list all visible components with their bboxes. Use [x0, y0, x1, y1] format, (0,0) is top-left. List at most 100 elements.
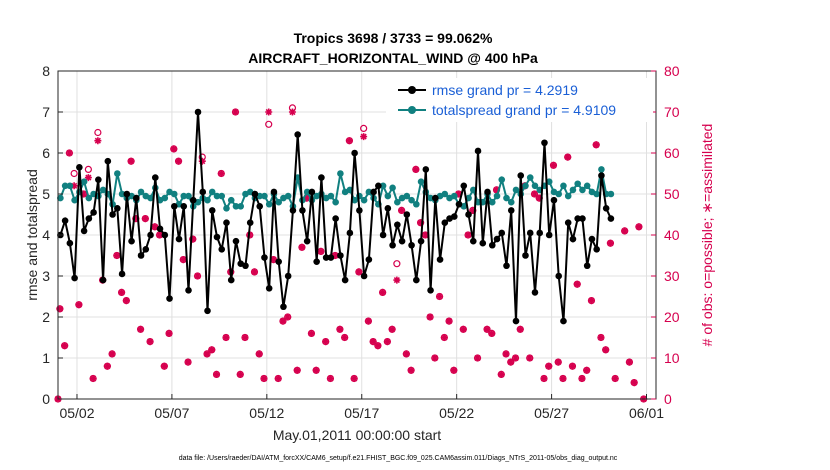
rmse-point [156, 225, 164, 233]
error-series [57, 108, 615, 325]
obs-assimilated-point [326, 375, 334, 382]
totalspread-point [85, 194, 93, 202]
totalspread-point [303, 188, 311, 196]
obs-assimilated-point [61, 342, 69, 350]
totalspread-point [161, 194, 169, 202]
totalspread-point [218, 192, 226, 200]
obs-assimilated-point [56, 305, 64, 313]
rmse-point [474, 147, 482, 155]
rmse-point [517, 172, 525, 179]
totalspread-point [531, 182, 539, 190]
obs-assimilated-point [284, 313, 292, 321]
obs-assimilated-point [288, 108, 296, 116]
rmse-point [194, 108, 202, 116]
obs-assimilated-point [89, 375, 97, 382]
obs-assimilated-point [298, 243, 306, 251]
obs-assimilated-point [407, 366, 415, 374]
y-right-tick-label: 50 [664, 186, 680, 202]
x-tick-label: 05/27 [534, 405, 569, 421]
rmse-point [118, 270, 126, 278]
totalspread-point [365, 188, 373, 196]
obs-assimilated-point [232, 108, 240, 116]
totalspread-point [118, 190, 126, 198]
rmse-point [246, 219, 254, 226]
rmse-point [85, 215, 93, 222]
rmse-point [299, 207, 306, 214]
rmse-point [526, 229, 534, 237]
totalspread-point [488, 198, 496, 206]
totalspread-point [232, 203, 240, 210]
obs-assimilated-point [549, 161, 557, 169]
chart-title-line1: Tropics 3698 / 3733 = 99.062% [294, 30, 493, 46]
totalspread-point [441, 190, 449, 198]
obs-assimilated-point [597, 334, 605, 341]
obs-assimilated-point [531, 190, 539, 198]
obs-assimilated-point [118, 288, 126, 296]
rmse-point [455, 200, 463, 208]
rmse-point [479, 239, 487, 247]
totalspread-point [450, 192, 458, 200]
rmse-point [99, 276, 107, 284]
rmse-point [427, 287, 434, 294]
rmse-point [522, 252, 529, 259]
rmse-point [598, 172, 605, 179]
rmse-point [498, 229, 506, 237]
totalspread-point [555, 190, 563, 198]
y-left-tick-label: 1 [42, 350, 50, 366]
totalspread-point [413, 200, 420, 208]
obs-assimilated-point [445, 317, 453, 325]
x-axis-label: May.01,2011 00:00:00 start [273, 427, 441, 443]
rmse-point [104, 157, 112, 165]
legend-spread-label: totalspread grand pr = 4.9109 [432, 102, 616, 118]
rmse-point [422, 166, 430, 173]
totalspread-point [114, 170, 121, 177]
x-tick-label: 05/07 [154, 405, 189, 421]
obs-assimilated-point [512, 354, 520, 362]
x-tick-label: 05/17 [344, 405, 379, 421]
y-left-tick-label: 2 [42, 309, 50, 325]
obs-assimilated-point [198, 157, 206, 165]
totalspread-point [57, 194, 64, 202]
rmse-point [223, 219, 230, 226]
y-axis-right-label: # of obs: o=possible; ∗=assimilated [699, 124, 715, 347]
rmse-point [204, 307, 211, 315]
rmse-point [218, 246, 226, 253]
y-right-tick-label: 60 [664, 145, 680, 161]
obs-assimilated-point [388, 325, 396, 333]
obs-assimilated-point [345, 137, 353, 145]
obs-assimilated-point [80, 190, 88, 198]
data-file-footer: data file: /Users/raeder/DAI/ATM_forcXX/… [179, 455, 618, 462]
totalspread-point [408, 196, 415, 204]
totalspread-point [237, 203, 245, 210]
totalspread-point [227, 196, 235, 204]
obs-assimilated-point [417, 219, 425, 227]
totalspread-point [360, 196, 368, 204]
obs-assimilated-point [137, 325, 145, 333]
obs-assimilated-point [402, 350, 410, 358]
chart-title-line2: AIRCRAFT_HORIZONTAL_WIND @ 400 hPa [248, 50, 538, 66]
obs-assimilated-point [493, 186, 501, 194]
totalspread-point [185, 192, 192, 200]
totalspread-point [394, 198, 401, 206]
rmse-point [123, 190, 131, 198]
rmse-point [512, 317, 520, 325]
rmse-point [493, 235, 501, 243]
y-left-tick-label: 4 [42, 227, 50, 243]
totalspread-point [170, 190, 178, 198]
rmse-point [356, 207, 363, 214]
y-left-tick-label: 7 [42, 104, 50, 120]
y-right-tick-label: 40 [664, 227, 680, 243]
rmse-point [213, 233, 221, 241]
obs-assimilated-point [383, 338, 391, 346]
obs-assimilated-point [540, 375, 548, 382]
totalspread-point [261, 192, 268, 200]
rmse-point [256, 203, 264, 210]
totalspread-point [223, 205, 230, 212]
obs-assimilated-point [611, 375, 619, 382]
rmse-point [507, 207, 515, 214]
x-tick-label: 06/01 [629, 405, 664, 421]
rmse-point [318, 174, 325, 181]
rmse-point [66, 239, 74, 247]
obs-assimilated-point [312, 366, 320, 374]
totalspread-point [507, 198, 515, 206]
